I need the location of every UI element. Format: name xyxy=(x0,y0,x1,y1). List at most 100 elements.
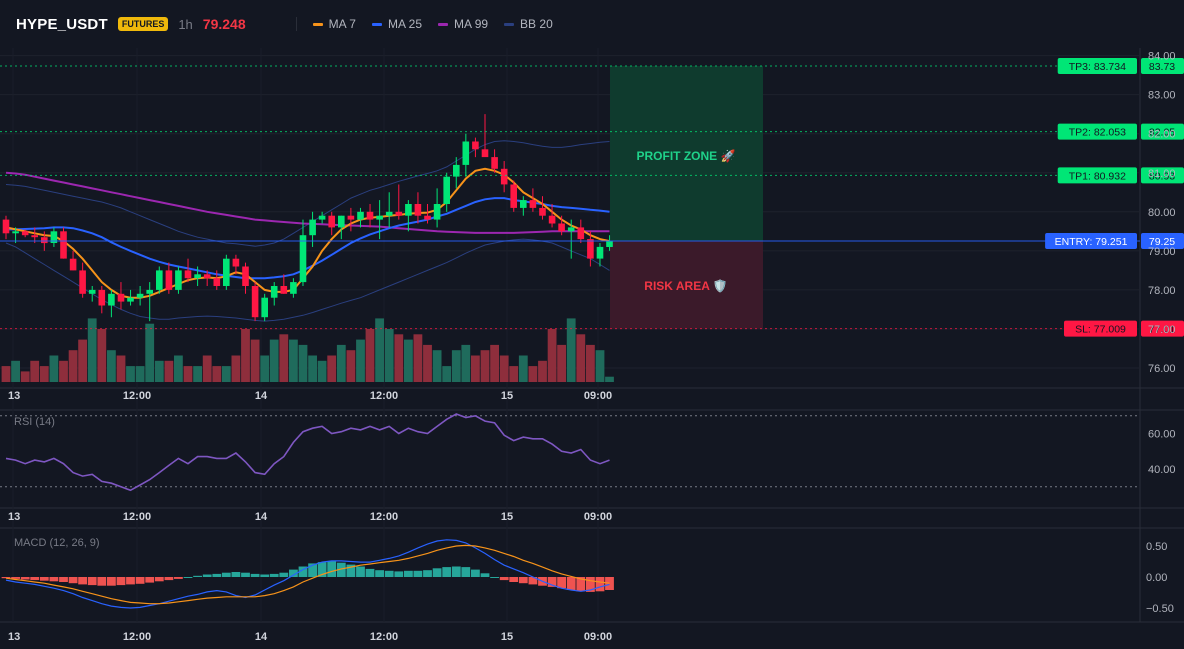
time-tick-2-1: 12:00 xyxy=(123,631,151,643)
candle-body-46 xyxy=(443,176,450,204)
macd-hist-bar-51 xyxy=(490,577,499,578)
volume-bar-37 xyxy=(356,339,365,382)
candle-body-5 xyxy=(50,231,58,243)
volume-bar-6 xyxy=(59,360,68,382)
ma25-line xyxy=(6,197,610,280)
candle-36 xyxy=(347,207,355,232)
level-label-tp1: TP1: 80.932 xyxy=(1069,170,1126,182)
candle-9 xyxy=(88,285,96,302)
bollinger-bands xyxy=(5,140,610,322)
volume-bar-13 xyxy=(126,366,135,382)
candle-body-47 xyxy=(453,164,460,177)
macd-hist-bar-29 xyxy=(279,572,289,577)
macd-hist-bar-49 xyxy=(471,569,480,577)
volume-bar-38 xyxy=(365,329,375,382)
macd-hist-bar-41 xyxy=(394,571,404,577)
volume-bar-22 xyxy=(212,366,222,382)
macd-hist-bar-36 xyxy=(346,564,356,577)
macd-hist-bar-45 xyxy=(432,568,442,577)
time-tick-2-5: 09:00 xyxy=(584,631,612,643)
candle-body-58 xyxy=(558,223,565,232)
rsi-line xyxy=(5,413,610,492)
volume-bar-7 xyxy=(68,350,78,382)
volume-bar-31 xyxy=(298,344,308,382)
volume-bar-57 xyxy=(547,329,557,382)
candle-body-62 xyxy=(596,246,604,259)
candle-46 xyxy=(443,172,450,212)
legend-bb20[interactable]: BB 20 xyxy=(504,17,553,31)
time-tick-1-3: 12:00 xyxy=(370,511,398,523)
level-axis-tag-tp3 xyxy=(1141,57,1184,74)
candle-32 xyxy=(309,211,316,247)
price-tick-0: 76.00 xyxy=(1148,363,1176,375)
macd-panel: MACD (12, 26, 9) 0.50 0.00 −0.50 xyxy=(1,537,1174,615)
legend-ma99[interactable]: MA 99 xyxy=(438,17,488,31)
legend-label-ma7: MA 7 xyxy=(328,17,356,31)
time-tick-0-0: 13 xyxy=(8,390,20,402)
level-tag-entry xyxy=(1045,233,1137,250)
candle-body-20 xyxy=(194,274,201,279)
macd-hist-bar-27 xyxy=(260,574,270,577)
macd-hist-bar-48 xyxy=(461,567,471,577)
legend-ma25[interactable]: MA 25 xyxy=(371,17,423,31)
volume-bar-1 xyxy=(11,360,20,382)
macd-title: MACD (12, 26, 9) xyxy=(14,537,100,549)
macd-hist-bar-18 xyxy=(174,577,183,579)
macd-hist-bar-11 xyxy=(107,577,116,586)
candle-body-55 xyxy=(529,200,537,208)
candle-57 xyxy=(548,203,556,228)
candle-body-21 xyxy=(203,274,211,279)
macd-hist-bar-25 xyxy=(241,572,250,577)
volume-bar-16 xyxy=(154,360,164,382)
volume-bar-51 xyxy=(490,344,499,382)
candle-body-33 xyxy=(318,215,326,220)
level-tag-tp2 xyxy=(1057,123,1137,140)
volume-bar-35 xyxy=(336,344,346,382)
legend-ma7[interactable]: MA 7 xyxy=(312,17,356,31)
price-tick-5: 81.00 xyxy=(1148,168,1176,180)
candle-body-38 xyxy=(366,211,374,220)
legend-label-ma25: MA 25 xyxy=(387,17,423,31)
candle-11 xyxy=(108,289,115,318)
macd-hist-bar-58 xyxy=(557,577,566,589)
volume-bar-23 xyxy=(221,366,231,382)
symbol-name[interactable]: HYPE_USDT xyxy=(16,15,108,33)
time-tick-1-4: 15 xyxy=(501,511,513,523)
candle-15 xyxy=(146,282,153,322)
candlesticks xyxy=(2,114,613,322)
macd-hist-bar-52 xyxy=(499,577,509,581)
volume-bar-10 xyxy=(97,329,107,382)
candle-25 xyxy=(242,262,249,294)
macd-hist-bar-15 xyxy=(145,577,155,583)
time-tick-1-5: 09:00 xyxy=(584,511,612,523)
time-tick-2-0: 13 xyxy=(8,631,20,643)
macd-hist-bar-26 xyxy=(250,573,260,577)
volume-bar-54 xyxy=(518,355,528,382)
candle-body-34 xyxy=(328,215,335,228)
volume-bar-4 xyxy=(39,366,49,382)
axes: 76.00 77.00 78.00 79.00 80.00 81.00 82.00 83.00… xyxy=(8,51,1176,643)
candle-body-39 xyxy=(376,215,383,220)
rsi-tick-1: 60.00 xyxy=(1148,429,1176,441)
candle-13 xyxy=(127,289,134,306)
volume-bar-8 xyxy=(78,339,87,382)
level-label-tp2: TP2: 82.053 xyxy=(1069,127,1126,139)
timeframe[interactable]: 1h xyxy=(178,16,193,32)
macd-hist-bar-10 xyxy=(97,577,107,586)
header-divider xyxy=(295,17,297,31)
volume-bar-14 xyxy=(135,366,145,382)
candle-53 xyxy=(510,180,517,212)
volume-bar-56 xyxy=(538,360,547,382)
macd-hist-bar-3 xyxy=(30,577,40,581)
macd-hist-bar-53 xyxy=(509,577,519,582)
risk-area-label: RISK AREA 🛡️ xyxy=(644,279,727,293)
candle-body-57 xyxy=(548,215,556,224)
trade-zones: PROFIT ZONE 🚀 RISK AREA 🛡️ xyxy=(610,65,763,329)
time-tick-0-1: 12:00 xyxy=(123,390,151,402)
level-axis-tag-tp2 xyxy=(1141,123,1184,140)
macd-hist-bar-4 xyxy=(39,577,49,581)
legend-swatch-bb20 xyxy=(504,22,515,26)
bb-lower-line xyxy=(5,238,610,322)
macd-hist-bar-20 xyxy=(193,575,202,577)
